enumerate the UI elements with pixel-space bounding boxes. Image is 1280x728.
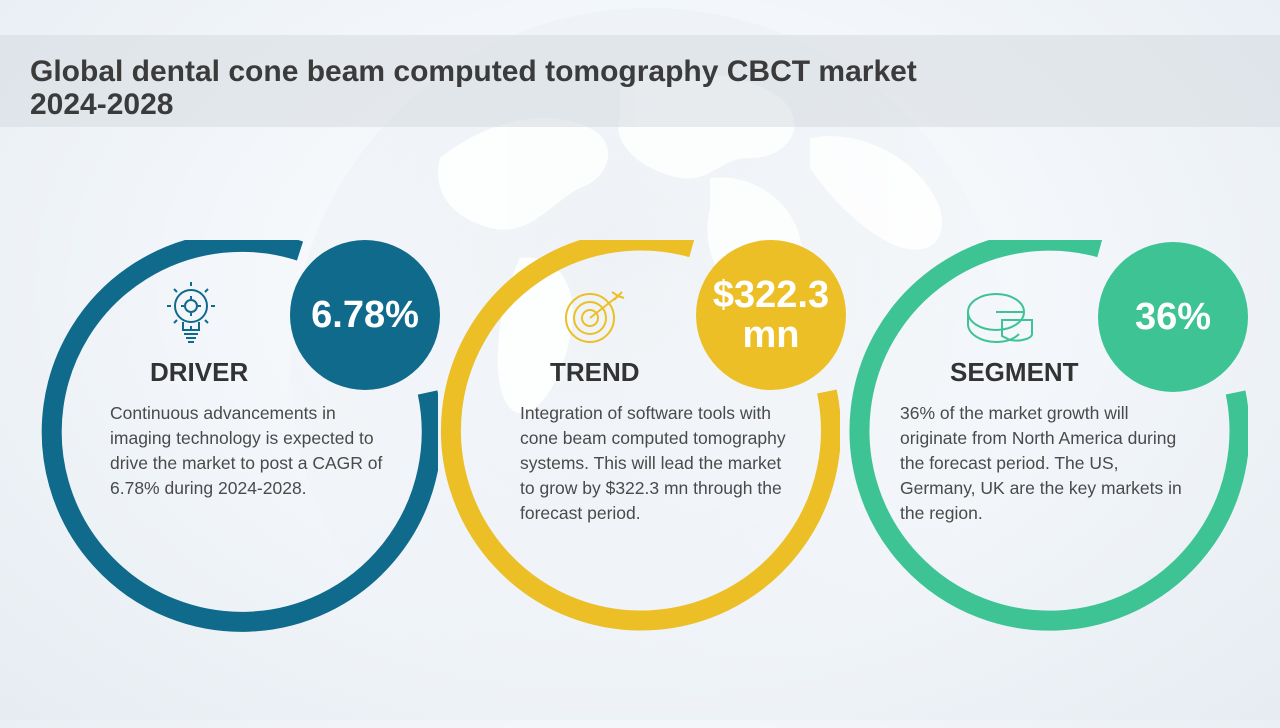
driver-description: Continuous advancements in imaging techn… — [110, 401, 400, 501]
segment-value-bubble: 36% — [1098, 242, 1248, 392]
page-title: Global dental cone beam computed tomogra… — [30, 55, 1030, 121]
driver-card: 6.78% DRIVER Continuous advancements in … — [38, 240, 438, 640]
trend-label: TREND — [550, 357, 640, 388]
target-arrow-icon — [562, 290, 628, 349]
trend-value-bubble: $322.3 mn — [696, 240, 846, 390]
segment-card: 36% SEGMENT 36% of the market growth wil… — [848, 240, 1248, 640]
pie-chart-icon — [966, 290, 1036, 351]
segment-value: 36% — [1135, 296, 1211, 339]
lightbulb-gear-icon — [158, 278, 224, 353]
segment-label: SEGMENT — [950, 357, 1079, 388]
trend-description: Integration of software tools with cone … — [520, 401, 790, 526]
driver-value: 6.78% — [311, 294, 419, 337]
segment-description: 36% of the market growth will originate … — [900, 401, 1188, 526]
driver-value-bubble: 6.78% — [290, 240, 440, 390]
driver-label: DRIVER — [150, 357, 248, 388]
trend-card: $322.3 mn TREND Integration of software … — [440, 240, 840, 640]
trend-value: $322.3 mn — [705, 275, 837, 355]
